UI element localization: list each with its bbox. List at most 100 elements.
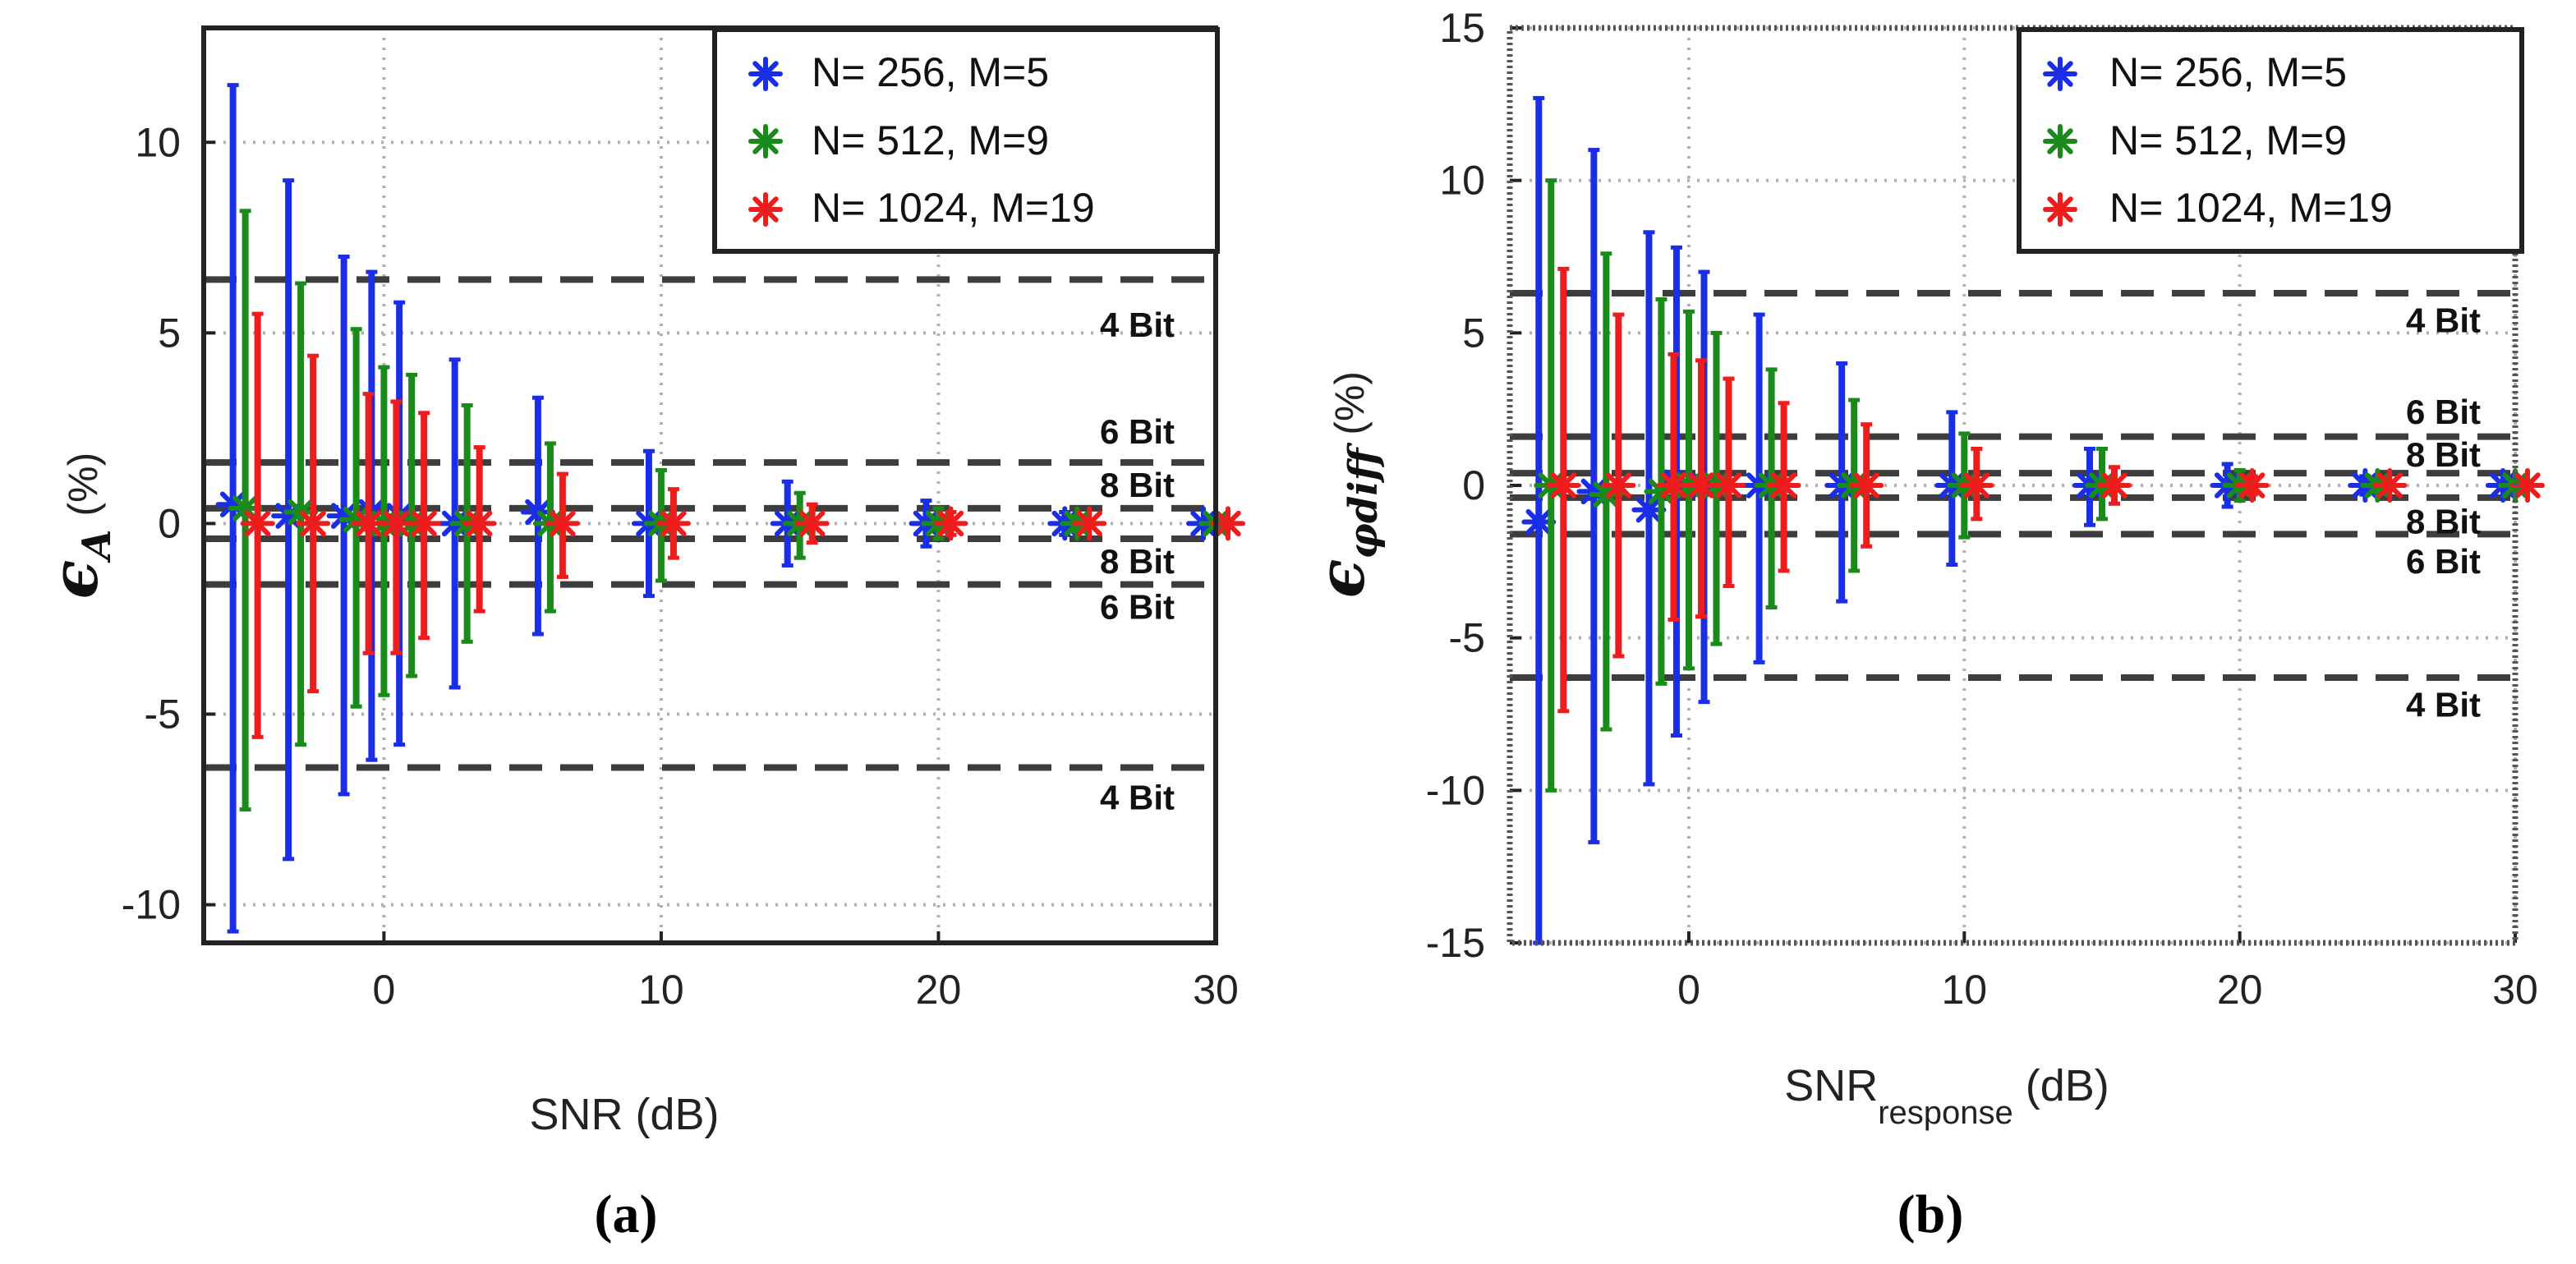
panel-a-y-label-main: ϵ xyxy=(38,560,113,600)
b-s3-marker-8 xyxy=(2096,468,2132,503)
svg-text:ϵφdiff(%): ϵφdiff (%) xyxy=(1304,371,1387,598)
panel-a-legend-label-3: N= 1024, M=19 xyxy=(812,185,1095,231)
panel-a-legend-label-1: N= 256, M=5 xyxy=(812,49,1049,95)
b-legend-marker-2 xyxy=(2043,124,2077,159)
svg-text:ϵA(%): ϵA (%) xyxy=(38,453,120,600)
b-threshold-label-2: 8 Bit xyxy=(2406,435,2481,474)
b-s3-marker-7 xyxy=(1959,468,1994,503)
b-s3-marker-0 xyxy=(1546,468,1581,503)
a-xtick-label-3: 30 xyxy=(1193,967,1239,1013)
panel-b-label: (b) xyxy=(1898,1184,1964,1244)
panel-a-legend-entry-1: N= 256, M=5 xyxy=(748,49,1049,95)
a-series-3 xyxy=(240,311,1245,739)
b-threshold-label-3: 8 Bit xyxy=(2406,503,2481,541)
b-s3-marker-4 xyxy=(1711,468,1746,503)
panel-a-legend-entry-2: N= 512, M=9 xyxy=(748,117,1049,163)
b-threshold-label-4: 6 Bit xyxy=(2406,542,2481,581)
b-ytick-label-2: -5 xyxy=(1449,615,1485,661)
panel-b-y-label-unit: (%) xyxy=(1327,371,1373,435)
b-ytick-label-0: -15 xyxy=(1426,920,1485,966)
b-ytick-label-5: 10 xyxy=(1439,158,1485,204)
a-threshold-label-0: 4 Bit xyxy=(1100,306,1175,344)
b-threshold-label-0: 4 Bit xyxy=(2406,301,2481,339)
panel-b-legend-entry-3: N= 1024, M=19 xyxy=(2043,185,2393,231)
panel-b-legend-entry-2: N= 512, M=9 xyxy=(2043,117,2347,163)
panel-b-x-ticks: 0 10 20 30 xyxy=(1677,931,2538,1013)
panel-b-x-label-sub: response xyxy=(1878,1095,2013,1131)
b-s3-marker-2 xyxy=(1656,468,1691,503)
panel-b-legend-entry-1: N= 256, M=5 xyxy=(2043,49,2347,95)
panel-b-x-label-tail: (dB) xyxy=(2013,1061,2109,1110)
a-s3-marker-8 xyxy=(794,506,830,541)
panel-a-legend-entry-3: N= 1024, M=19 xyxy=(748,185,1095,231)
b-series-3 xyxy=(1546,266,2545,714)
a-xtick-label-1: 10 xyxy=(638,967,684,1013)
b-ytick-label-3: 0 xyxy=(1462,462,1485,508)
b-legend-marker-1 xyxy=(2043,57,2077,91)
b-s3-marker-1 xyxy=(1601,468,1636,503)
panel-a-y-label-unit: (%) xyxy=(60,453,106,517)
a-threshold-label-2: 8 Bit xyxy=(1100,466,1175,504)
b-s3-marker-10 xyxy=(2372,468,2408,503)
panel-a-x-ticks: 0 10 20 30 xyxy=(372,931,1239,1013)
panel-b-y-label-sub: φdiff xyxy=(1341,442,1387,558)
b-xtick-label-3: 30 xyxy=(2492,967,2538,1013)
b-threshold-label-5: 4 Bit xyxy=(2406,685,2481,724)
a-threshold-label-4: 6 Bit xyxy=(1100,588,1175,627)
b-s3-marker-3 xyxy=(1683,468,1718,503)
a-s1-marker-0 xyxy=(215,487,251,522)
panel-a-label: (a) xyxy=(595,1184,658,1244)
a-s3-marker-0 xyxy=(240,506,275,541)
panel-b-y-label-main: ϵ xyxy=(1304,559,1379,599)
panel-b-y-ticks: -15 -10 -5 0 5 10 15 xyxy=(1426,5,1521,966)
b-threshold-label-1: 6 Bit xyxy=(2406,393,2481,431)
b-ytick-label-6: 15 xyxy=(1439,5,1485,51)
a-s3-marker-3 xyxy=(379,506,414,541)
panel-b-x-axis-label: SNRresponse (dB) xyxy=(1784,1061,2109,1131)
b-s3-marker-6 xyxy=(1849,468,1884,503)
a-legend-marker-2 xyxy=(748,124,783,159)
b-xtick-label-2: 20 xyxy=(2217,967,2263,1013)
a-s3-marker-5 xyxy=(462,506,497,541)
panel-a-series xyxy=(215,83,1245,934)
panel-b-legend-label-3: N= 1024, M=19 xyxy=(2109,185,2393,231)
panel-a-x-axis-label: SNR (dB) xyxy=(529,1090,719,1139)
b-xtick-label-0: 0 xyxy=(1677,967,1700,1013)
panel-b-y-axis-label: ϵφdiff (%) xyxy=(1304,371,1387,598)
a-s3-marker-1 xyxy=(296,506,331,541)
panel-b-legend-label-2: N= 512, M=9 xyxy=(2109,117,2347,163)
b-s3-marker-9 xyxy=(2234,468,2270,503)
a-s3-marker-10 xyxy=(1072,506,1107,541)
panel-a-legend: N= 256, M=5 N= 512, M=9 N= 1024, M=19 xyxy=(712,27,1220,254)
panel-a-legend-label-2: N= 512, M=9 xyxy=(812,117,1049,163)
a-legend-marker-1 xyxy=(748,57,783,91)
panel-a: -10 -5 0 5 10 0 10 20 30 SNR (dB) ϵA (%) (a) 4 B… xyxy=(38,25,1245,1244)
b-ytick-label-1: -10 xyxy=(1426,767,1485,813)
panel-a-plot-frame xyxy=(201,25,1218,945)
panel-a-y-ticks: -10 -5 0 5 10 xyxy=(122,119,215,928)
a-threshold-label-1: 6 Bit xyxy=(1100,412,1175,451)
panel-a-y-axis-label: ϵA (%) xyxy=(38,453,120,600)
a-xtick-label-0: 0 xyxy=(372,967,395,1013)
panel-b-x-label-main: SNR xyxy=(1784,1061,1878,1110)
a-s3-marker-6 xyxy=(545,506,580,541)
a-xtick-label-2: 20 xyxy=(916,967,962,1013)
a-s3-marker-7 xyxy=(656,506,691,541)
a-ytick-label-4: 10 xyxy=(135,119,181,165)
a-s3-marker-4 xyxy=(407,506,442,541)
a-ytick-label-1: -5 xyxy=(145,692,181,738)
panel-b-legend-label-1: N= 256, M=5 xyxy=(2109,49,2347,95)
panel-b-plot-frame xyxy=(1506,25,2518,946)
a-s3-marker-2 xyxy=(351,506,386,541)
a-legend-marker-3 xyxy=(748,192,783,227)
panel-b-legend: N= 256, M=5 N= 512, M=9 N= 1024, M=19 xyxy=(2017,27,2524,254)
a-s3-marker-9 xyxy=(933,506,968,541)
b-ytick-label-4: 5 xyxy=(1462,310,1485,356)
a-threshold-label-5: 4 Bit xyxy=(1100,779,1175,817)
a-ytick-label-2: 0 xyxy=(158,500,181,546)
b-legend-marker-3 xyxy=(2043,192,2077,227)
a-ytick-label-3: 5 xyxy=(158,310,181,356)
a-ytick-label-0: -10 xyxy=(122,882,181,928)
